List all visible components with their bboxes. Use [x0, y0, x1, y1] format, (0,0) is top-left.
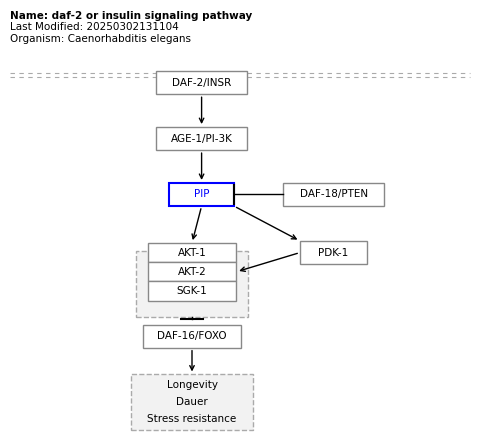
Text: PIP: PIP [194, 190, 209, 199]
Bar [136, 251, 249, 317]
Text: AKT-2: AKT-2 [178, 267, 206, 277]
Bar [156, 127, 247, 150]
Text: AKT-1: AKT-1 [178, 248, 206, 257]
Text: SGK-1: SGK-1 [177, 286, 207, 296]
Text: Stress resistance: Stress resistance [147, 414, 237, 424]
Bar [148, 262, 236, 282]
Bar [148, 282, 236, 301]
Bar [169, 183, 234, 206]
Bar [143, 325, 241, 348]
Text: DAF-18/PTEN: DAF-18/PTEN [300, 190, 368, 199]
Text: Organism: Caenorhabditis elegans: Organism: Caenorhabditis elegans [10, 34, 191, 43]
Text: Last Modified: 20250302131104: Last Modified: 20250302131104 [10, 22, 179, 32]
Text: AGE-1/PI-3K: AGE-1/PI-3K [171, 134, 232, 143]
Bar [300, 241, 367, 264]
Bar [131, 375, 253, 430]
Text: Name: daf-2 or insulin signaling pathway: Name: daf-2 or insulin signaling pathway [10, 11, 252, 21]
Text: DAF-16/FOXO: DAF-16/FOXO [157, 331, 227, 341]
Text: Dauer: Dauer [176, 397, 208, 407]
Text: Longevity: Longevity [167, 380, 217, 390]
Text: PDK-1: PDK-1 [318, 248, 349, 257]
Text: DAF-2/INSR: DAF-2/INSR [172, 78, 231, 88]
Bar [283, 183, 384, 206]
Bar [148, 243, 236, 262]
Bar [156, 71, 247, 94]
